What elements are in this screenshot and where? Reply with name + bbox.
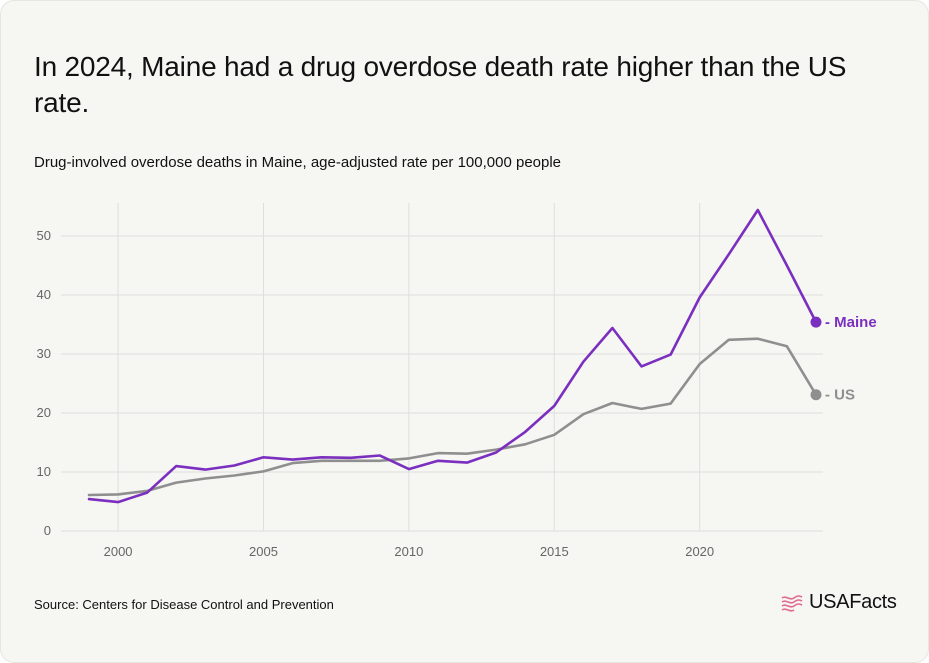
- y-tick-label: 40: [37, 287, 51, 302]
- label-layer: - Maine - US: [810, 314, 877, 404]
- y-tick-label: 50: [37, 228, 51, 243]
- chart-subtitle: Drug-involved overdose deaths in Maine, …: [34, 154, 562, 171]
- grid-layer: 0 10 20 30 40 50 2000 2005 2010 2015 2020: [37, 203, 823, 559]
- source-note: Source: Centers for Disease Control and …: [34, 597, 334, 612]
- flag-icon: [781, 594, 803, 612]
- x-tick-label: 2000: [104, 544, 133, 559]
- series-layer: [87, 208, 818, 504]
- y-tick-label: 0: [44, 523, 51, 538]
- y-tick-label: 30: [37, 346, 51, 361]
- series-label-us: - US: [825, 387, 855, 404]
- x-tick-label: 2005: [249, 544, 278, 559]
- y-tick-label: 20: [37, 405, 51, 420]
- chart-title: In 2024, Maine had a drug overdose death…: [34, 51, 847, 118]
- series-label-maine: - Maine: [825, 314, 877, 331]
- x-tick-label: 2015: [540, 544, 569, 559]
- end-point-us: [810, 389, 822, 401]
- y-tick-label: 10: [37, 464, 51, 479]
- end-point-maine: [810, 316, 822, 328]
- x-tick-label: 2010: [394, 544, 423, 559]
- brand-logo: USAFacts: [779, 591, 897, 614]
- x-tick-label: 2020: [685, 544, 714, 559]
- series-line-maine: [87, 208, 818, 504]
- series-line-us: [87, 337, 818, 497]
- brand-name: USAFacts: [809, 591, 897, 613]
